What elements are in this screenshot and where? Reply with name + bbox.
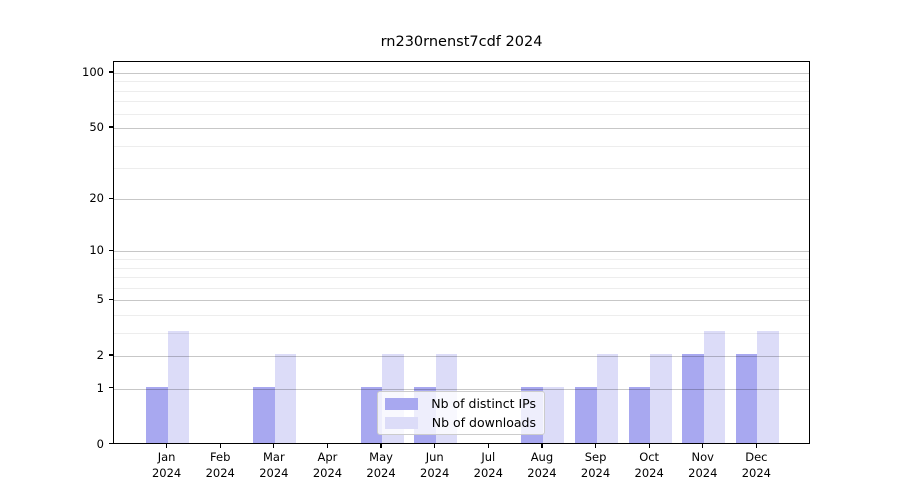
gridline-y-2 — [114, 356, 809, 358]
legend-label-distinct-ips: Nb of distinct IPs — [431, 396, 536, 411]
bar-downloads-mar — [274, 354, 297, 443]
x-tick-label-oct: Oct 2024 — [634, 450, 664, 480]
x-tick-sep — [594, 443, 597, 448]
bar-ips-may — [360, 386, 383, 443]
minor-gridline-y-80 — [114, 90, 809, 92]
bar-ips-nov — [682, 354, 704, 443]
x-tick-feb — [219, 443, 221, 448]
gridline-y-5 — [114, 300, 809, 302]
x-tick-label-jul: Jul 2024 — [473, 450, 503, 480]
y-tick-10 — [108, 249, 113, 252]
bar-downloads-nov — [703, 330, 726, 443]
x-tick-label-nov: Nov 2024 — [688, 450, 718, 480]
bar-downloads-aug — [542, 386, 565, 443]
minor-gridline-y-3 — [114, 332, 809, 334]
minor-gridline-y-7 — [114, 277, 809, 279]
y-tick-5 — [108, 298, 113, 300]
y-tick-label-1: 1 — [96, 380, 104, 395]
plot-area — [113, 60, 810, 444]
minor-gridline-y-40 — [114, 145, 809, 147]
legend-swatch-downloads-icon — [385, 416, 418, 429]
minor-gridline-y-90 — [114, 81, 809, 83]
legend: Nb of distinct IPs Nb of downloads — [377, 391, 545, 435]
bar-downloads-dec — [757, 330, 779, 443]
x-tick-label-apr: Apr 2024 — [312, 450, 343, 480]
chart-title: rn230rnenst7cdf 2024 — [380, 34, 543, 50]
x-tick-may — [380, 443, 382, 448]
y-tick-label-2: 2 — [96, 348, 104, 363]
gridline-y-1 — [114, 388, 809, 390]
legend-item-downloads: Nb of downloads — [385, 415, 536, 430]
x-tick-oct — [648, 443, 650, 448]
x-tick-label-jan: Jan 2024 — [151, 450, 182, 480]
bar-downloads-jan — [167, 330, 190, 443]
legend-swatch-ips-icon — [385, 397, 418, 410]
x-tick-label-dec: Dec 2024 — [741, 450, 772, 480]
bar-ips-jan — [146, 386, 168, 443]
x-tick-aug — [541, 443, 543, 448]
bar-ips-mar — [253, 386, 275, 443]
y-tick-0 — [108, 442, 113, 445]
x-tick-label-sep: Sep 2024 — [580, 450, 611, 480]
x-tick-jul — [487, 443, 489, 448]
bar-ips-sep — [575, 386, 597, 443]
minor-gridline-y-30 — [114, 168, 809, 170]
bar-downloads-sep — [596, 354, 619, 443]
bar-downloads-oct — [650, 354, 672, 443]
y-tick-50 — [108, 126, 113, 128]
y-tick-2 — [108, 354, 113, 356]
gridline-y-10 — [114, 251, 809, 253]
bar-ips-dec — [735, 354, 758, 443]
y-tick-1 — [108, 387, 113, 389]
bar-ips-oct — [628, 386, 651, 443]
y-tick-100 — [108, 71, 113, 73]
x-tick-label-jun: Jun 2024 — [420, 450, 450, 480]
x-tick-jun — [434, 443, 436, 448]
gridline-y-100 — [114, 73, 809, 74]
minor-gridline-y-9 — [114, 259, 809, 261]
minor-gridline-y-60 — [114, 113, 809, 115]
gridline-y-50 — [114, 128, 809, 129]
legend-item-distinct-ips: Nb of distinct IPs — [385, 396, 536, 411]
y-tick-label-5: 5 — [96, 292, 104, 307]
x-tick-jan — [165, 443, 168, 448]
grid-layer — [114, 62, 809, 443]
y-tick-label-0: 0 — [96, 436, 104, 451]
y-tick-label-10: 10 — [89, 243, 104, 258]
x-tick-label-may: May 2024 — [366, 450, 396, 480]
minor-gridline-y-70 — [114, 101, 809, 103]
y-tick-label-100: 100 — [82, 65, 104, 79]
gridline-y-20 — [114, 199, 809, 201]
x-tick-apr — [326, 443, 329, 448]
legend-label-downloads: Nb of downloads — [431, 415, 536, 430]
minor-gridline-y-6 — [114, 287, 809, 289]
minor-gridline-y-4 — [114, 314, 809, 316]
x-tick-nov — [702, 443, 704, 448]
x-tick-dec — [755, 443, 758, 448]
x-tick-label-mar: Mar 2024 — [259, 450, 289, 480]
x-tick-label-feb: Feb 2024 — [205, 450, 235, 480]
x-tick-mar — [273, 443, 275, 448]
y-tick-20 — [108, 197, 113, 200]
y-tick-label-50: 50 — [89, 120, 104, 134]
y-tick-label-20: 20 — [89, 191, 104, 206]
x-tick-label-aug: Aug 2024 — [527, 450, 557, 480]
minor-gridline-y-8 — [114, 267, 809, 269]
